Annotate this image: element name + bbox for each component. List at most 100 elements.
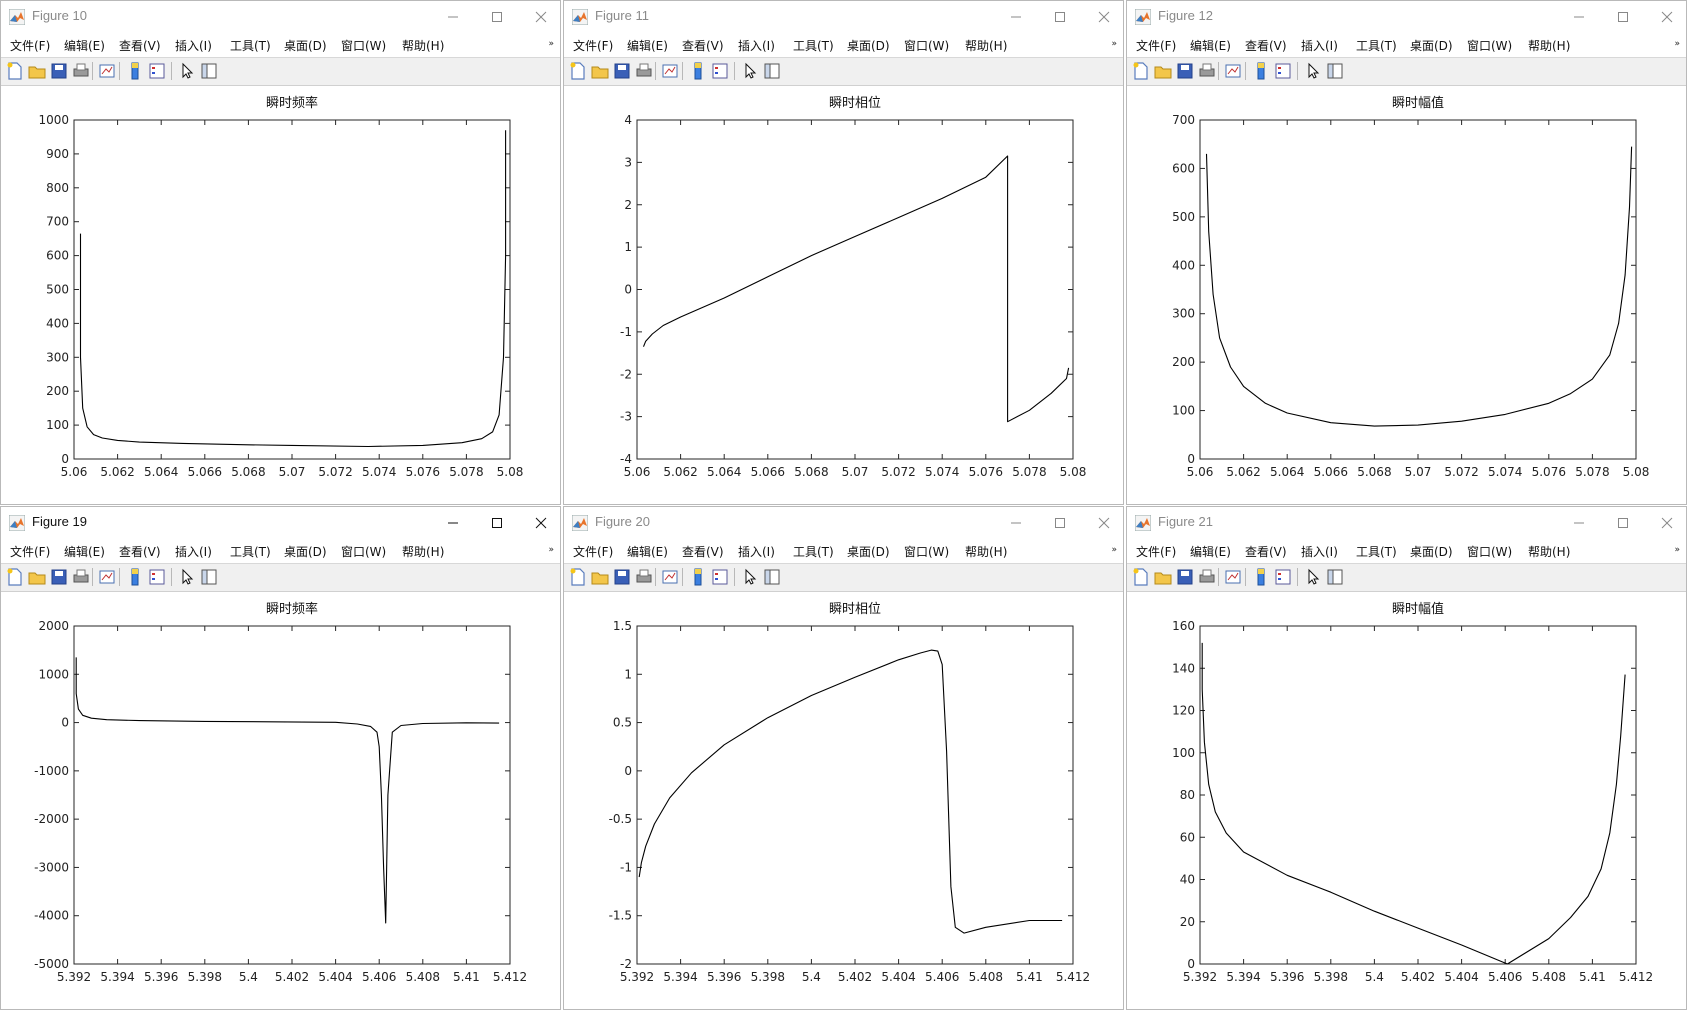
maximize-button[interactable] bbox=[1040, 511, 1080, 535]
property-inspector-button[interactable] bbox=[1325, 61, 1345, 81]
insert-legend-button[interactable] bbox=[710, 567, 730, 587]
figure-window[interactable]: Figure 20 文件(F) 编辑(E) 查看(V) 插入(I) 工具(T) 桌面(D) 窗… bbox=[563, 506, 1124, 1010]
menu-item[interactable]: 窗口(W) bbox=[341, 545, 387, 559]
menu-item[interactable]: 编辑(E) bbox=[64, 39, 105, 53]
menu-item[interactable]: 窗口(W) bbox=[904, 39, 950, 53]
menu-item[interactable]: 查看(V) bbox=[1245, 39, 1287, 53]
save-button[interactable] bbox=[612, 61, 632, 81]
open-file-button[interactable] bbox=[590, 567, 610, 587]
menu-item[interactable]: 插入(I) bbox=[738, 545, 775, 559]
link-plot-button[interactable] bbox=[1223, 61, 1243, 81]
axes-box[interactable] bbox=[636, 625, 1074, 965]
save-button[interactable] bbox=[1175, 61, 1195, 81]
insert-colorbar-button[interactable] bbox=[1251, 61, 1271, 81]
minimize-button[interactable] bbox=[996, 511, 1036, 535]
print-button[interactable] bbox=[1197, 61, 1217, 81]
close-button[interactable] bbox=[1084, 5, 1123, 29]
menu-item[interactable]: 编辑(E) bbox=[627, 545, 668, 559]
property-inspector-button[interactable] bbox=[199, 61, 219, 81]
menu-item[interactable]: 桌面(D) bbox=[1410, 545, 1453, 559]
minimize-button[interactable] bbox=[433, 511, 473, 535]
figure-window[interactable]: Figure 10 文件(F) 编辑(E) 查看(V) 插入(I) 工具(T) 桌面(D) 窗… bbox=[0, 0, 561, 505]
save-button[interactable] bbox=[49, 61, 69, 81]
menu-item[interactable]: 文件(F) bbox=[573, 545, 614, 559]
menu-item[interactable]: 查看(V) bbox=[1245, 545, 1287, 559]
menu-item[interactable]: 编辑(E) bbox=[1190, 545, 1231, 559]
title-bar[interactable]: Figure 11 bbox=[564, 1, 1123, 32]
menu-item[interactable]: 工具(T) bbox=[793, 39, 834, 53]
save-button[interactable] bbox=[1175, 567, 1195, 587]
edit-plot-arrow-button[interactable] bbox=[740, 61, 760, 81]
menu-item[interactable]: 文件(F) bbox=[10, 545, 51, 559]
print-button[interactable] bbox=[634, 61, 654, 81]
property-inspector-button[interactable] bbox=[199, 567, 219, 587]
print-button[interactable] bbox=[71, 61, 91, 81]
menu-item[interactable]: 编辑(E) bbox=[1190, 39, 1231, 53]
title-bar[interactable]: Figure 21 bbox=[1127, 507, 1686, 538]
menu-overflow-icon[interactable]: » bbox=[1111, 545, 1117, 555]
save-button[interactable] bbox=[612, 567, 632, 587]
menu-item[interactable]: 查看(V) bbox=[682, 39, 724, 53]
plot-canvas[interactable]: 瞬时幅值 5.06 5.062 5.064 5.066 5.068 5.07 5.072 5.0… bbox=[1127, 85, 1687, 505]
menu-item[interactable]: 帮助(H) bbox=[402, 545, 445, 559]
menu-item[interactable]: 查看(V) bbox=[119, 545, 161, 559]
menu-overflow-icon[interactable]: » bbox=[1674, 545, 1680, 555]
figure-window[interactable]: Figure 12 文件(F) 编辑(E) 查看(V) 插入(I) 工具(T) 桌面(D) 窗… bbox=[1126, 0, 1687, 505]
maximize-button[interactable] bbox=[477, 511, 517, 535]
open-file-button[interactable] bbox=[1153, 567, 1173, 587]
figure-window[interactable]: Figure 11 文件(F) 编辑(E) 查看(V) 插入(I) 工具(T) 桌面(D) 窗… bbox=[563, 0, 1124, 505]
axes-box[interactable] bbox=[73, 119, 511, 460]
menu-item[interactable]: 文件(F) bbox=[10, 39, 51, 53]
axes-box[interactable] bbox=[636, 119, 1074, 460]
menu-item[interactable]: 窗口(W) bbox=[1467, 545, 1513, 559]
figure-window[interactable]: Figure 19 文件(F) 编辑(E) 查看(V) 插入(I) 工具(T) 桌面(D) 窗… bbox=[0, 506, 561, 1010]
menu-item[interactable]: 文件(F) bbox=[573, 39, 614, 53]
menu-item[interactable]: 插入(I) bbox=[175, 545, 212, 559]
menu-item[interactable]: 桌面(D) bbox=[847, 545, 890, 559]
title-bar[interactable]: Figure 12 bbox=[1127, 1, 1686, 32]
edit-plot-arrow-button[interactable] bbox=[177, 61, 197, 81]
insert-legend-button[interactable] bbox=[147, 61, 167, 81]
plot-canvas[interactable]: 瞬时幅值 5.392 5.394 5.396 5.398 5.4 5.402 5.404 5.4… bbox=[1127, 591, 1687, 1010]
title-bar[interactable]: Figure 10 bbox=[1, 1, 560, 32]
menu-item[interactable]: 文件(F) bbox=[1136, 39, 1177, 53]
insert-legend-button[interactable] bbox=[1273, 567, 1293, 587]
menu-item[interactable]: 文件(F) bbox=[1136, 545, 1177, 559]
close-button[interactable] bbox=[1647, 511, 1686, 535]
plot-canvas[interactable]: 瞬时相位 5.392 5.394 5.396 5.398 5.4 5.402 5.404 5.4… bbox=[564, 591, 1124, 1010]
close-button[interactable] bbox=[521, 5, 560, 29]
link-plot-button[interactable] bbox=[97, 61, 117, 81]
plot-canvas[interactable]: 瞬时频率 5.06 5.062 5.064 5.066 5.068 5.07 5.072 5.0… bbox=[1, 85, 561, 505]
maximize-button[interactable] bbox=[1603, 511, 1643, 535]
maximize-button[interactable] bbox=[1603, 5, 1643, 29]
print-button[interactable] bbox=[71, 567, 91, 587]
new-figure-button[interactable] bbox=[1131, 61, 1151, 81]
menu-item[interactable]: 编辑(E) bbox=[627, 39, 668, 53]
menu-item[interactable]: 工具(T) bbox=[230, 545, 271, 559]
menu-item[interactable]: 帮助(H) bbox=[402, 39, 445, 53]
maximize-button[interactable] bbox=[477, 5, 517, 29]
property-inspector-button[interactable] bbox=[762, 61, 782, 81]
menu-item[interactable]: 帮助(H) bbox=[1528, 545, 1571, 559]
plot-canvas[interactable]: 瞬时频率 5.392 5.394 5.396 5.398 5.4 5.402 5.404 5.4… bbox=[1, 591, 561, 1010]
menu-overflow-icon[interactable]: » bbox=[548, 545, 554, 555]
menu-overflow-icon[interactable]: » bbox=[548, 39, 554, 49]
axes-box[interactable] bbox=[1199, 625, 1637, 965]
link-plot-button[interactable] bbox=[660, 567, 680, 587]
menu-item[interactable]: 窗口(W) bbox=[341, 39, 387, 53]
property-inspector-button[interactable] bbox=[1325, 567, 1345, 587]
menu-item[interactable]: 编辑(E) bbox=[64, 545, 105, 559]
new-figure-button[interactable] bbox=[1131, 567, 1151, 587]
menu-overflow-icon[interactable]: » bbox=[1111, 39, 1117, 49]
edit-plot-arrow-button[interactable] bbox=[1303, 61, 1323, 81]
menu-item[interactable]: 工具(T) bbox=[793, 545, 834, 559]
menu-item[interactable]: 插入(I) bbox=[738, 39, 775, 53]
new-figure-button[interactable] bbox=[568, 567, 588, 587]
close-button[interactable] bbox=[1647, 5, 1686, 29]
insert-legend-button[interactable] bbox=[710, 61, 730, 81]
menu-item[interactable]: 帮助(H) bbox=[965, 39, 1008, 53]
link-plot-button[interactable] bbox=[660, 61, 680, 81]
link-plot-button[interactable] bbox=[1223, 567, 1243, 587]
insert-colorbar-button[interactable] bbox=[688, 567, 708, 587]
new-figure-button[interactable] bbox=[5, 61, 25, 81]
